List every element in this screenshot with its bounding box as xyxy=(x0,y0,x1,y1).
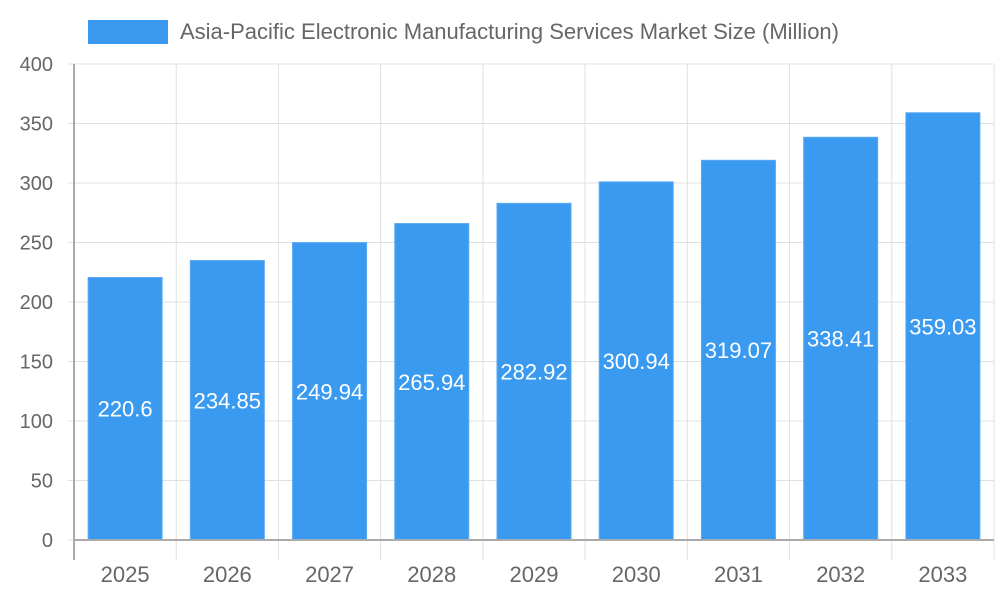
x-tick-label: 2025 xyxy=(101,562,150,587)
bar-value-label: 282.92 xyxy=(500,360,567,385)
bar-value-label: 338.41 xyxy=(807,327,874,352)
y-tick-label: 200 xyxy=(20,292,53,314)
x-tick-label: 2028 xyxy=(407,562,456,587)
y-tick-label: 100 xyxy=(20,411,53,433)
bar-value-label: 265.94 xyxy=(398,370,465,395)
y-tick-label: 250 xyxy=(20,233,53,255)
x-tick-label: 2030 xyxy=(612,562,661,587)
x-tick-label: 2027 xyxy=(305,562,354,587)
bar xyxy=(394,223,470,541)
bar xyxy=(189,260,265,541)
bar-value-label: 300.94 xyxy=(603,349,670,374)
bar-value-label: 220.6 xyxy=(98,397,153,422)
bar xyxy=(87,276,163,541)
bars xyxy=(87,112,981,541)
bar xyxy=(905,112,981,541)
bar xyxy=(700,159,776,541)
axes xyxy=(73,64,994,560)
y-axis-labels: 0 50 100 150 200 250 300 350 400 xyxy=(20,54,53,552)
x-axis-labels: 2025 2026 2027 2028 2029 2030 2031 2032 2033 xyxy=(101,562,968,587)
bar-value-label: 234.85 xyxy=(194,388,261,413)
bar-value-label: 359.03 xyxy=(909,314,976,339)
y-tick-label: 400 xyxy=(20,54,53,76)
x-tick-label: 2029 xyxy=(510,562,559,587)
x-tick-label: 2032 xyxy=(816,562,865,587)
bar-value-label: 319.07 xyxy=(705,338,772,363)
bar-value-label: 249.94 xyxy=(296,379,363,404)
x-tick-label: 2033 xyxy=(918,562,967,587)
y-tick-label: 150 xyxy=(20,352,53,374)
y-tick-label: 50 xyxy=(31,471,53,493)
x-tick-label: 2026 xyxy=(203,562,252,587)
bar xyxy=(292,242,368,541)
chart-legend[interactable]: Asia-Pacific Electronic Manufacturing Se… xyxy=(88,19,839,45)
y-tick-label: 300 xyxy=(20,173,53,195)
bar xyxy=(496,202,572,541)
legend-swatch xyxy=(88,20,168,44)
bar-value-labels: 220.6 234.85 249.94 265.94 282.92 300.94 319.0… xyxy=(98,314,977,421)
legend-label: Asia-Pacific Electronic Manufacturing Se… xyxy=(180,19,839,44)
y-tick-label: 350 xyxy=(20,114,53,136)
y-tick-label: 0 xyxy=(42,530,53,552)
bar xyxy=(803,136,879,541)
x-tick-label: 2031 xyxy=(714,562,763,587)
bar xyxy=(598,181,674,541)
